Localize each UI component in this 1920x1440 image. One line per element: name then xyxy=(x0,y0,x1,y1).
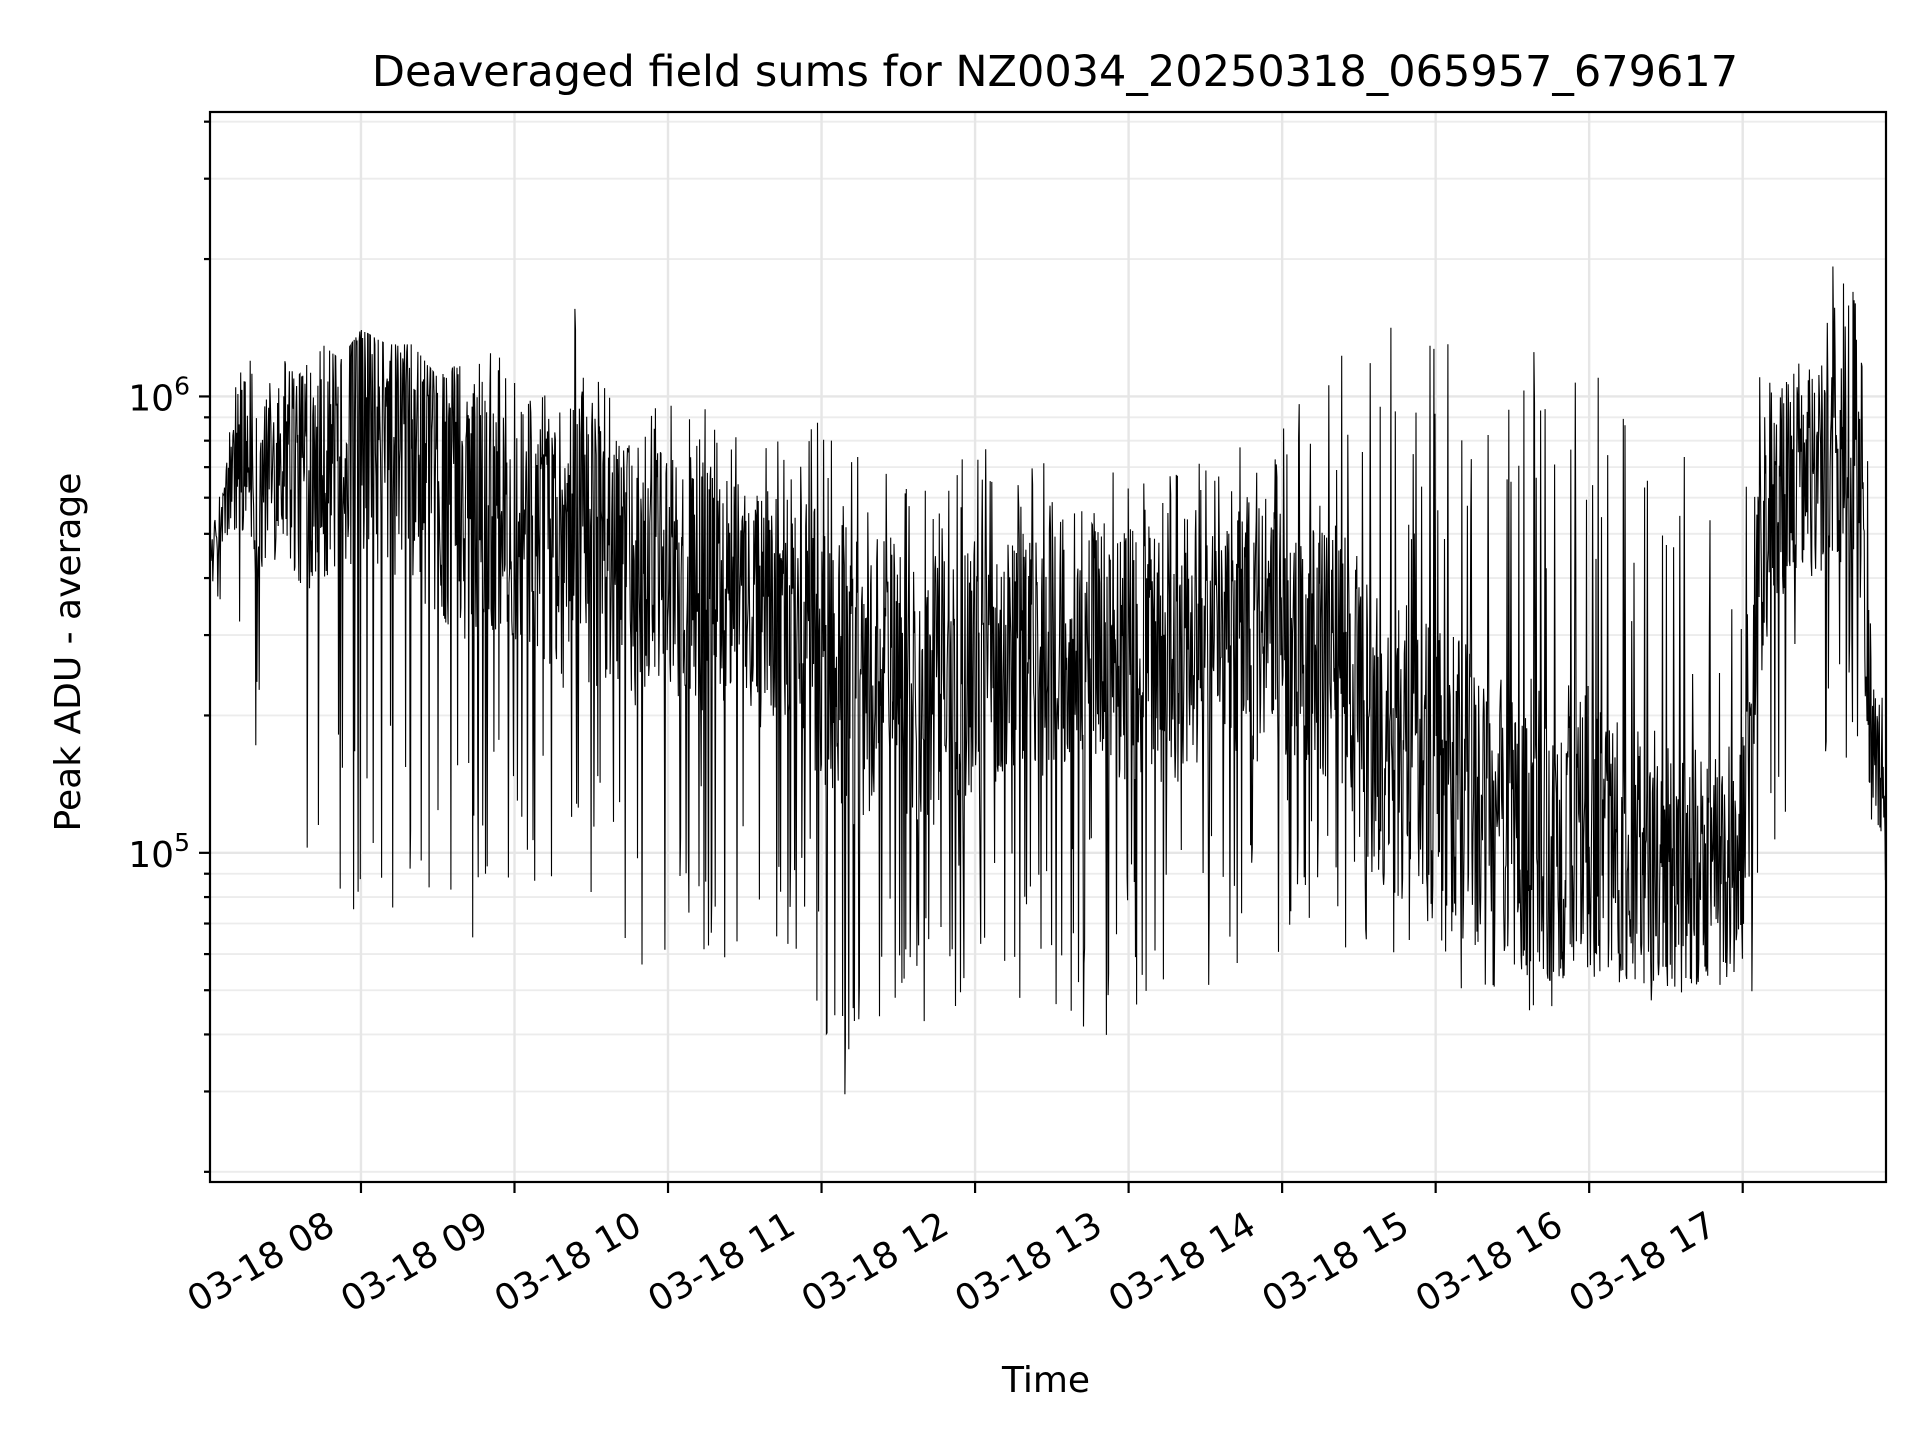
x-axis-label: Time xyxy=(1001,1360,1090,1401)
chart-title: Deaveraged field sums for NZ0034_2025031… xyxy=(372,47,1738,97)
y-tick-label: 106 xyxy=(128,371,190,419)
series-line xyxy=(209,266,1887,1095)
y-axis-label: Peak ADU - average xyxy=(48,473,89,832)
y-axis: 105 106 xyxy=(128,120,210,1173)
y-tick-label: 105 xyxy=(128,828,190,876)
data-series xyxy=(209,266,1887,1095)
plot-frame xyxy=(208,110,1888,1184)
